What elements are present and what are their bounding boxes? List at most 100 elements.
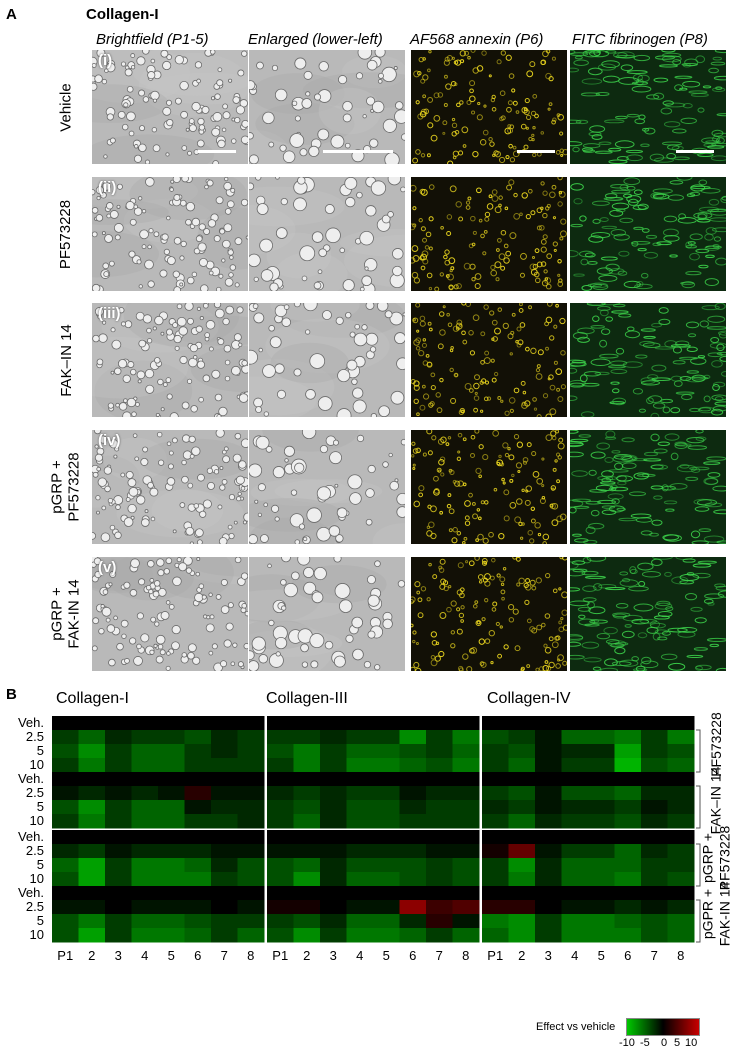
heatmap-cell (237, 914, 265, 929)
heatmap-cell (667, 716, 695, 731)
micrograph-enlarged-row-5 (249, 557, 405, 671)
micrograph-enlarged-row-3 (249, 303, 405, 417)
heatmap-cell (211, 928, 238, 943)
heatmap-cell (508, 772, 536, 787)
heatmap-cell (320, 872, 347, 887)
heatmap-cell (105, 914, 132, 929)
micrograph-fibrinogen-row-4 (570, 430, 726, 544)
heatmap-cell (614, 786, 642, 801)
side-label-line: FAK–IN 14 (707, 766, 724, 834)
row-roman-numeral: (v) (98, 559, 117, 576)
row-roman-numeral: (iii) (98, 305, 121, 322)
heatmap-col-label: 6 (194, 948, 202, 963)
column-header-brightfield: Brightfield (P1-5) (96, 31, 209, 48)
heatmap-cell (131, 900, 159, 915)
heatmap-cell (211, 772, 238, 787)
heatmap-cell (399, 928, 427, 943)
heatmap-cell (211, 758, 238, 773)
heatmap-col-label: P1 (487, 948, 504, 963)
heatmap-row-label: 5 (36, 743, 44, 758)
heatmap-cell (614, 730, 642, 745)
heatmap-cell (105, 858, 132, 873)
heatmap-cell (482, 730, 509, 745)
heatmap-cell (211, 830, 238, 845)
heatmap-cell (588, 830, 615, 845)
heatmap-cell (452, 886, 480, 901)
heatmap-cell (267, 716, 294, 731)
heatmap-cell (588, 872, 615, 887)
heatmap-cell (399, 730, 427, 745)
heatmap-cell (346, 844, 374, 859)
heatmap-cell (52, 900, 79, 915)
heatmap-cell (561, 830, 589, 845)
heatmap-cell (78, 900, 106, 915)
heatmap-cell (426, 800, 453, 815)
heatmap-row-label: Veh. (17, 829, 44, 844)
heatmap-cell (426, 716, 453, 731)
heatmap-cell (588, 928, 615, 943)
heatmap-cell (399, 886, 427, 901)
heatmap-cell (320, 800, 347, 815)
heatmap-cell (667, 772, 695, 787)
heatmap-cell (131, 814, 159, 829)
heatmap-cell (158, 800, 185, 815)
heatmap-cell (614, 814, 642, 829)
heatmap-cell (105, 744, 132, 759)
heatmap-cell (508, 716, 536, 731)
heatmap-cell (52, 730, 79, 745)
heatmap-cell (373, 744, 400, 759)
heatmap-cell (614, 844, 642, 859)
heatmap-cell (508, 744, 536, 759)
heatmap-cell (614, 800, 642, 815)
heatmap-cell (452, 830, 480, 845)
heatmap-cell (293, 830, 321, 845)
heatmap-cell (426, 886, 453, 901)
heatmap-cell (52, 744, 79, 759)
heatmap-cell (373, 900, 400, 915)
heatmap-cell (561, 772, 589, 787)
heatmap-cell (237, 716, 265, 731)
heatmap-cell (373, 886, 400, 901)
scale-bar (676, 150, 714, 153)
heatmap-cell (237, 730, 265, 745)
heatmap-cell (426, 844, 453, 859)
heatmap-col-label: P1 (57, 948, 74, 963)
heatmap-cell (78, 772, 106, 787)
heatmap-cell (641, 872, 668, 887)
heatmap-row-label: Veh. (17, 885, 44, 900)
heatmap-cell (158, 830, 185, 845)
legend-tick-1: -5 (640, 1037, 650, 1049)
heatmap-cell (293, 744, 321, 759)
heatmap-cell (508, 886, 536, 901)
heatmap-bracket (696, 785, 701, 829)
heatmap-cell (346, 886, 374, 901)
heatmap-cell (267, 730, 294, 745)
heatmap-col-label: 3 (329, 948, 337, 963)
heatmap-cell (508, 914, 536, 929)
heatmap-cell (105, 716, 132, 731)
heatmap-group-title-1: Collagen-I (56, 690, 129, 707)
heatmap-cell (508, 730, 536, 745)
heatmap-cell (399, 872, 427, 887)
heatmap-cell (561, 858, 589, 873)
row-roman-numeral: (iv) (98, 432, 121, 449)
heatmap-cell (158, 744, 185, 759)
heatmap-cell (320, 928, 347, 943)
heatmap-cell (614, 886, 642, 901)
heatmap-cell (267, 814, 294, 829)
heatmap-cell (667, 786, 695, 801)
heatmap-cell (535, 814, 562, 829)
heatmap-cell (158, 928, 185, 943)
heatmap-cell (346, 758, 374, 773)
heatmap-cell (52, 858, 79, 873)
heatmap-cell (399, 800, 427, 815)
micrograph-annexin-row-1 (411, 50, 567, 164)
heatmap-cell (237, 858, 265, 873)
heatmap-cell (52, 844, 79, 859)
heatmap-cell (158, 858, 185, 873)
heatmap-cell (211, 744, 238, 759)
heatmap-cell (105, 928, 132, 943)
heatmap-cell (78, 716, 106, 731)
heatmap-side-label-4: pGPR + FAK-IN 14 (699, 882, 732, 947)
heatmap-cell (267, 928, 294, 943)
